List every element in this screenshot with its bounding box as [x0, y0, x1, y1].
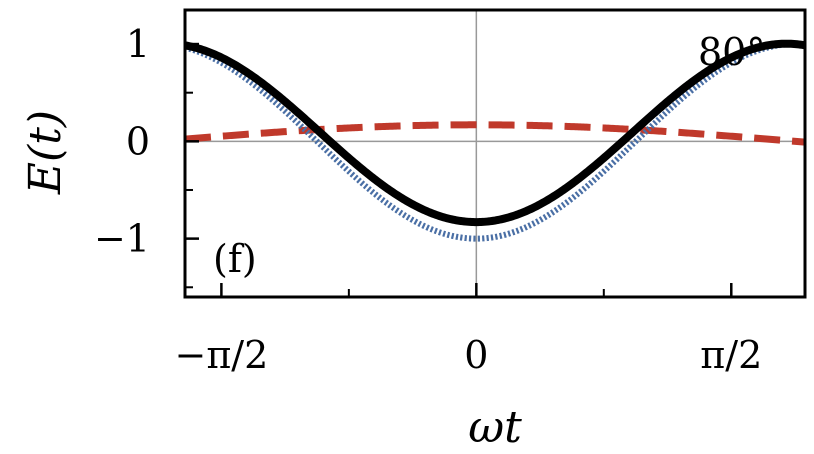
- panel-label: (f): [213, 237, 257, 281]
- y-axis-label: E(t): [20, 110, 71, 195]
- series-layer: [185, 39, 805, 242]
- x-axis-label: ωt: [468, 402, 522, 453]
- angle-annotation: 80°: [698, 30, 765, 74]
- y-tick-label: 1: [126, 22, 150, 66]
- x-tick-label: −π/2: [174, 333, 268, 377]
- plot-frame: [183, 8, 807, 299]
- y-tick-label: 0: [126, 119, 150, 163]
- x-tick-label: π/2: [700, 333, 762, 377]
- series-dashed-line: [185, 121, 805, 146]
- series-dotted-line: [185, 41, 805, 242]
- x-tick-label: 0: [464, 333, 488, 377]
- series-solid-line: [185, 39, 805, 227]
- y-tick-label: −1: [94, 217, 150, 261]
- tick-labels: −π/20π/2π−101: [94, 22, 762, 377]
- zero-lines: [185, 10, 805, 297]
- ticks: [185, 42, 733, 297]
